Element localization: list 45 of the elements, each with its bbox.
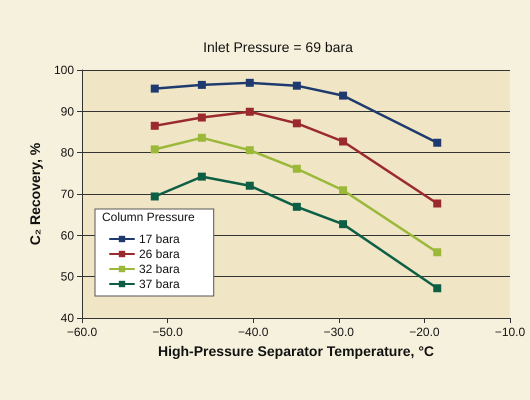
chart-title: Inlet Pressure = 69 bara — [203, 39, 354, 55]
legend-label: 37 bara — [139, 277, 180, 291]
point — [246, 78, 254, 87]
y-tick-label: 50 — [60, 270, 74, 284]
x-tick-label: −30.0 — [324, 325, 354, 339]
point — [433, 200, 442, 208]
point — [198, 134, 206, 142]
x-tick-label: −20.0 — [409, 325, 440, 339]
x-tick-label: −10.0 — [494, 325, 526, 339]
point — [246, 108, 254, 116]
point — [339, 186, 348, 194]
point — [433, 138, 442, 147]
point — [150, 84, 159, 93]
point — [198, 80, 206, 89]
point — [433, 284, 442, 292]
legend-title: Column Pressure — [102, 210, 196, 224]
x-tick-label: −50.0 — [152, 325, 184, 339]
point — [339, 92, 348, 100]
point — [198, 172, 206, 181]
legend-label: 17 bara — [139, 232, 180, 246]
point — [339, 220, 348, 228]
point — [292, 119, 301, 128]
y-tick-label: 100 — [54, 63, 74, 77]
point — [150, 192, 159, 200]
legend-label: 32 bara — [139, 262, 180, 276]
point — [339, 138, 348, 146]
point — [150, 145, 159, 154]
point — [292, 82, 301, 90]
y-tick-label: 90 — [60, 104, 74, 118]
point — [292, 164, 301, 173]
y-axis-title: C₂ Recovery, % — [27, 142, 43, 246]
point — [246, 146, 254, 154]
y-tick-label: 80 — [60, 146, 74, 160]
y-tick-label: 60 — [60, 228, 74, 242]
y-tick-label: 70 — [60, 187, 74, 201]
point — [198, 114, 206, 122]
x-tick-label: −40.0 — [238, 325, 269, 339]
point — [292, 202, 301, 211]
legend-label: 26 bara — [139, 247, 180, 261]
x-tick-label: −60.0 — [66, 325, 98, 339]
y-tick-label: 40 — [60, 311, 74, 325]
x-axis-title: High-Pressure Separator Temperature, °C — [158, 343, 434, 359]
point — [433, 248, 442, 256]
point — [246, 182, 254, 190]
point — [150, 122, 159, 130]
